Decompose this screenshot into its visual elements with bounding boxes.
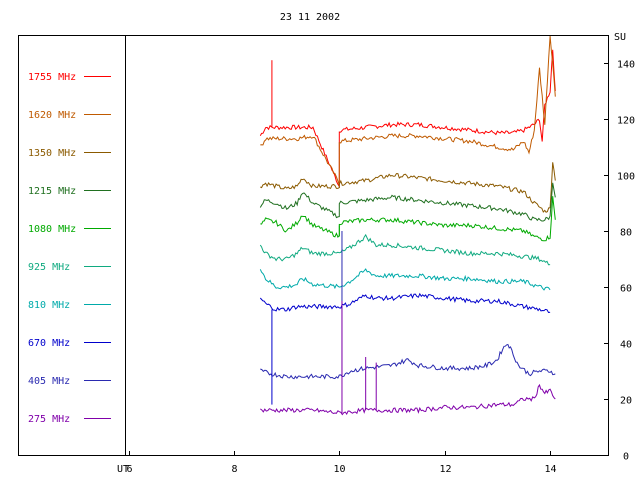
x-tick-label: 10 bbox=[333, 464, 345, 475]
x-ticks: 6 8 10 12 14 bbox=[126, 451, 557, 475]
legend-label: 275 MHz bbox=[28, 414, 70, 425]
legend-label: 1755 MHz bbox=[28, 72, 76, 83]
chart-title: 23 11 2002 bbox=[280, 12, 340, 23]
series-line-1350-mhz bbox=[260, 162, 556, 213]
y-tick-label: 140 bbox=[617, 60, 635, 71]
series-line-810-mhz bbox=[259, 268, 551, 291]
legend-label: 670 MHz bbox=[28, 338, 70, 349]
legend-label: 1620 MHz bbox=[28, 110, 76, 121]
legend-label: 810 MHz bbox=[28, 300, 70, 311]
legend-label: 1080 MHz bbox=[28, 224, 76, 235]
legend-label: 925 MHz bbox=[28, 262, 70, 273]
series-line-670-mhz bbox=[259, 292, 551, 314]
y-tick-label: 20 bbox=[620, 396, 632, 407]
series-line-1215-mhz bbox=[259, 182, 556, 222]
series-line-1080-mhz bbox=[260, 196, 556, 242]
y-ticks: 0 20 40 60 80 100 120 140 bbox=[604, 60, 635, 463]
legend-label: 1350 MHz bbox=[28, 148, 76, 159]
y-tick-label: 60 bbox=[620, 284, 632, 295]
series-line-1620-mhz bbox=[260, 35, 556, 186]
x-tick-label: 12 bbox=[439, 464, 451, 475]
series-line-275-mhz bbox=[260, 383, 556, 416]
y-tick-label: 0 bbox=[623, 452, 629, 463]
x-tick-label: 14 bbox=[544, 464, 556, 475]
series-line-1755-mhz bbox=[259, 49, 556, 189]
series-line-925-mhz bbox=[259, 233, 551, 266]
y-axis-label: SU bbox=[614, 32, 626, 43]
series-layer bbox=[259, 35, 556, 416]
y-tick-label: 120 bbox=[617, 116, 635, 127]
legend-label: 1215 MHz bbox=[28, 186, 76, 197]
series-line-405-mhz bbox=[260, 343, 556, 380]
legend-label: 405 MHz bbox=[28, 376, 70, 387]
legend: 1755 MHz 1620 MHz 1350 MHz 1215 MHz 1080 MHz… bbox=[28, 72, 111, 425]
x-axis-label: UT bbox=[117, 464, 129, 475]
x-tick-label: 6 bbox=[126, 464, 132, 475]
y-tick-label: 100 bbox=[617, 172, 635, 183]
x-tick-label: 8 bbox=[231, 464, 237, 475]
y-tick-label: 80 bbox=[620, 228, 632, 239]
plot-frame bbox=[18, 35, 609, 456]
y-tick-label: 40 bbox=[620, 340, 632, 351]
